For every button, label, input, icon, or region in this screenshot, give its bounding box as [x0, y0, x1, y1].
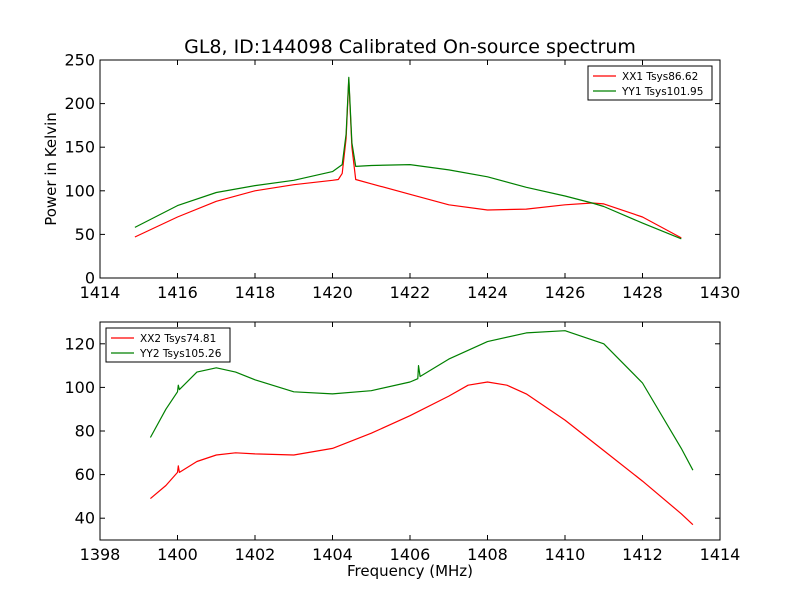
y-tick-label: 40 — [75, 509, 95, 528]
x-tick-label: 1410 — [545, 545, 586, 564]
x-tick-label: 1424 — [467, 283, 508, 302]
x-tick-label: 1416 — [157, 283, 198, 302]
x-tick-label: 1428 — [622, 283, 663, 302]
x-tick-label: 1406 — [390, 545, 431, 564]
legend: XX2 Tsys74.81 YY2 Tsys105.26 — [105, 327, 231, 363]
y-tick-label: 120 — [64, 334, 95, 353]
legend-frame — [587, 65, 713, 101]
y-tick-label: 100 — [64, 378, 95, 397]
x-tick-label: 1426 — [545, 283, 586, 302]
legend-label: XX1 Tsys86.62 — [622, 71, 698, 83]
x-tick-label: 1430 — [700, 283, 741, 302]
legend-label: YY2 Tsys105.26 — [139, 348, 222, 360]
x-tick-label: 1402 — [235, 545, 276, 564]
legend-label: YY1 Tsys101.95 — [621, 86, 703, 98]
series-line-1 — [150, 381, 694, 526]
x-tick-label: 1422 — [390, 283, 431, 302]
x-tick-label: 1408 — [467, 545, 508, 564]
y-tick-label: 200 — [64, 94, 95, 113]
x-tick-label: 1398 — [80, 545, 121, 564]
x-tick-label: 1420 — [312, 283, 353, 302]
x-tick-label: 1414 — [700, 545, 741, 564]
y-tick-label: 250 — [64, 51, 95, 70]
legend-frame — [105, 327, 231, 363]
x-tick-label: 1414 — [80, 283, 121, 302]
x-tick-label: 1404 — [312, 545, 353, 564]
y-tick-label: 100 — [64, 181, 95, 200]
legend: XX1 Tsys86.62 YY1 Tsys101.95 — [587, 65, 713, 101]
chart-title: GL8, ID:144098 Calibrated On-source spec… — [184, 36, 636, 58]
y-tick-label: 0 — [85, 269, 95, 288]
chart-2: 1398 1400 1402 1404 1406 1408 1410 1412 1414 40 60… — [64, 321, 741, 580]
legend-label: XX2 Tsys74.81 — [140, 333, 216, 345]
x-axis-label: Frequency (MHz) — [347, 562, 473, 580]
y-tick-label: 80 — [75, 422, 95, 441]
series-line-2 — [134, 76, 682, 240]
y-axis-label: Power in Kelvin — [42, 112, 60, 226]
x-tick-label: 1400 — [157, 545, 198, 564]
x-tick-label: 1412 — [622, 545, 663, 564]
series-line-1 — [134, 78, 682, 239]
y-tick-label: 50 — [75, 225, 95, 244]
series-line-2 — [149, 330, 694, 471]
y-tick-label: 150 — [64, 138, 95, 157]
x-tick-label: 1418 — [235, 283, 276, 302]
y-tick-label: 60 — [75, 465, 95, 484]
chart-1: 1414 1416 1418 1420 1422 1424 1426 1428 1430 0 50 1… — [42, 36, 740, 302]
